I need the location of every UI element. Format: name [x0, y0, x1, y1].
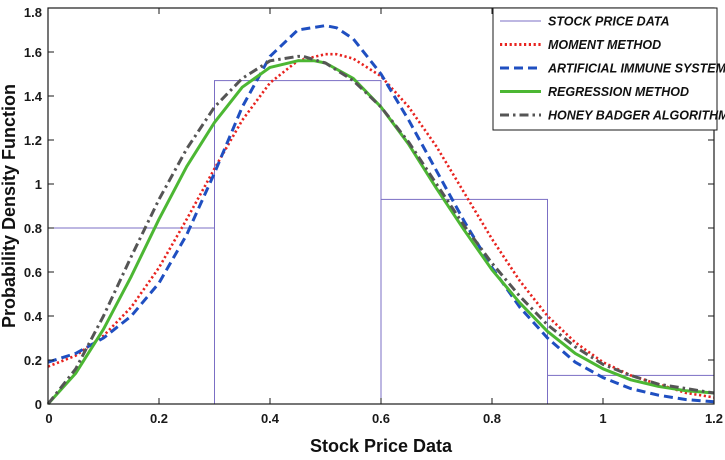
y-axis-ticks: 0 0.2 0.4 0.6 0.8 1 1.2 1.4 1.6 1.8: [24, 5, 714, 412]
x-tick-label: 1.2: [705, 411, 723, 426]
y-tick-label: 0.8: [24, 221, 42, 236]
y-tick-label: 0.2: [24, 353, 42, 368]
x-tick-label: 0.4: [261, 411, 280, 426]
legend-label: HONEY BADGER ALGORITHM: [548, 109, 725, 123]
legend-label: REGRESSION METHOD: [548, 85, 689, 99]
x-tick-label: 0.8: [483, 411, 501, 426]
y-tick-label: 1.4: [24, 89, 43, 104]
legend-label: ARTIFICIAL IMMUNE SYSTEM: [547, 62, 725, 76]
y-axis-label: Probability Density Function: [0, 84, 19, 328]
x-tick-label: 0.6: [372, 411, 390, 426]
y-tick-label: 0.6: [24, 265, 42, 280]
x-tick-label: 0: [45, 411, 52, 426]
legend-items: STOCK PRICE DATA MOMENT METHOD ARTIFICIAL …: [500, 15, 725, 123]
x-axis-ticks: 0 0.2 0.4 0.6 0.8 1 1.2: [45, 8, 723, 426]
x-tick-label: 0.2: [150, 411, 168, 426]
x-tick-label: 1: [599, 411, 606, 426]
y-tick-label: 0.4: [24, 309, 43, 324]
legend-label: STOCK PRICE DATA: [548, 15, 670, 29]
y-tick-label: 1.6: [24, 45, 42, 60]
series-layer: [46, 24, 715, 406]
y-tick-label: 1: [35, 177, 42, 192]
series-line: [46, 54, 715, 405]
legend: STOCK PRICE DATA MOMENT METHOD ARTIFICIAL …: [492, 7, 725, 131]
y-tick-label: 1.2: [24, 133, 42, 148]
y-tick-label: 0: [35, 397, 42, 412]
y-tick-label: 1.8: [24, 5, 42, 20]
x-axis-label: Stock Price Data: [310, 436, 453, 456]
series-line: [47, 52, 715, 399]
legend-label: MOMENT METHOD: [548, 38, 661, 52]
series-line: [47, 24, 715, 404]
